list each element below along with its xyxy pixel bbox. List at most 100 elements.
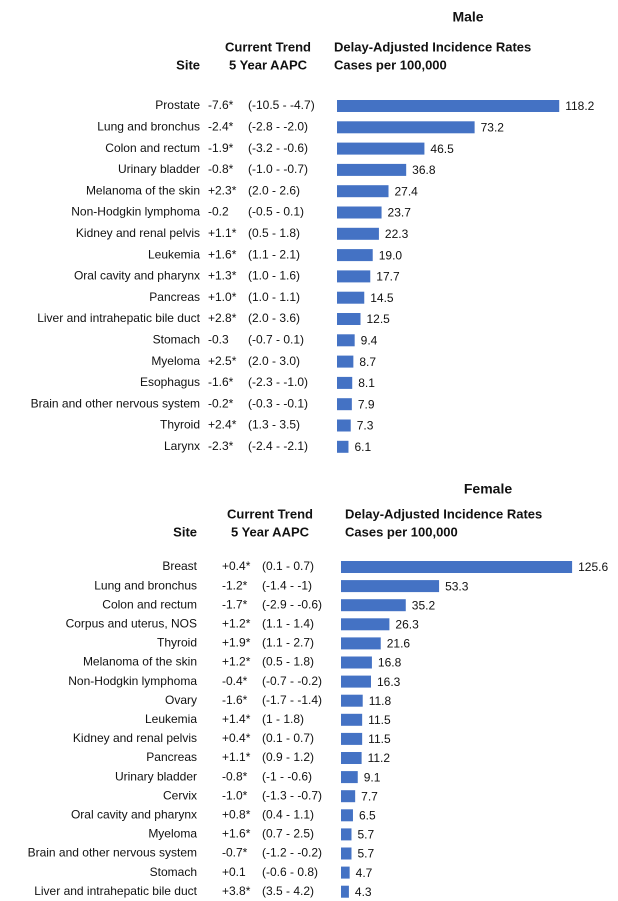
aapc: -2.4* bbox=[208, 119, 234, 133]
site-label: Melanoma of the skin bbox=[83, 655, 197, 669]
aapc-ci: (-2.9 - -0.6) bbox=[262, 597, 322, 611]
rate-header: Cases per 100,000 bbox=[345, 524, 458, 539]
aapc-ci: (-2.3 - -1.0) bbox=[248, 375, 308, 389]
aapc: +0.1 bbox=[222, 865, 246, 879]
aapc: +0.4* bbox=[222, 559, 251, 573]
aapc-ci: (2.0 - 3.6) bbox=[248, 311, 300, 325]
site-label: Larynx bbox=[164, 439, 200, 453]
bar bbox=[341, 809, 353, 822]
site-label: Oral cavity and pharynx bbox=[74, 269, 200, 283]
value-label: 8.7 bbox=[359, 355, 376, 369]
value-label: 73.2 bbox=[481, 120, 505, 134]
aapc-ci: (-0.7 - 0.1) bbox=[248, 332, 304, 346]
aapc: +1.1* bbox=[208, 226, 237, 240]
bar bbox=[341, 580, 440, 593]
value-label: 118.2 bbox=[565, 99, 594, 113]
aapc: +1.6* bbox=[208, 247, 237, 261]
bar bbox=[337, 206, 382, 219]
aapc-ci: (-0.6 - 0.8) bbox=[262, 865, 318, 879]
aapc-ci: (-1.7 - -1.4) bbox=[262, 693, 322, 707]
aapc-ci: (0.7 - 2.5) bbox=[262, 827, 314, 841]
site-label: Colon and rectum bbox=[102, 597, 197, 611]
aapc: -0.7* bbox=[222, 846, 248, 860]
aapc-ci: (1.1 - 2.1) bbox=[248, 247, 300, 261]
bar bbox=[341, 732, 363, 745]
value-label: 4.7 bbox=[356, 866, 373, 880]
aapc-ci: (0.4 - 1.1) bbox=[262, 807, 314, 821]
value-label: 5.7 bbox=[357, 828, 374, 842]
bar bbox=[341, 656, 372, 669]
chart-title: Female bbox=[464, 481, 512, 497]
value-label: 4.3 bbox=[355, 885, 372, 899]
trend-header: Current Trend bbox=[227, 506, 313, 521]
value-label: 7.7 bbox=[361, 789, 378, 803]
value-label: 22.3 bbox=[385, 227, 409, 241]
value-label: 6.1 bbox=[354, 440, 371, 454]
aapc-ci: (0.1 - 0.7) bbox=[262, 731, 314, 745]
site-label: Ovary bbox=[165, 693, 197, 707]
aapc: -1.2* bbox=[222, 578, 248, 592]
bar bbox=[341, 866, 350, 879]
bar bbox=[337, 270, 371, 283]
aapc-ci: (1.1 - 2.7) bbox=[262, 636, 314, 650]
aapc-ci: (1 - 1.8) bbox=[262, 712, 304, 726]
site-label: Urinary bladder bbox=[118, 162, 200, 176]
aapc: -1.7* bbox=[222, 597, 248, 611]
site-label: Leukemia bbox=[148, 247, 200, 261]
aapc: -0.2 bbox=[208, 205, 229, 219]
value-label: 26.3 bbox=[395, 617, 419, 631]
aapc-ci: (-1.4 - -1) bbox=[262, 578, 312, 592]
bar bbox=[341, 618, 390, 631]
value-label: 14.5 bbox=[370, 291, 394, 305]
aapc: +1.3* bbox=[208, 269, 237, 283]
bar bbox=[341, 561, 573, 573]
bar bbox=[337, 398, 352, 411]
aapc-ci: (-2.8 - -2.0) bbox=[248, 119, 308, 133]
trend-header: 5 Year AAPC bbox=[231, 524, 310, 539]
site-label: Pancreas bbox=[146, 750, 197, 764]
aapc-ci: (-0.5 - 0.1) bbox=[248, 205, 304, 219]
rate-header: Delay-Adjusted Incidence Rates bbox=[345, 506, 542, 521]
bar bbox=[341, 694, 363, 707]
site-label: Kidney and renal pelvis bbox=[73, 731, 197, 745]
bar bbox=[341, 847, 352, 860]
aapc: +2.4* bbox=[208, 418, 237, 432]
aapc-ci: (-10.5 - -4.7) bbox=[248, 98, 315, 112]
value-label: 11.8 bbox=[369, 694, 392, 708]
aapc: -0.2* bbox=[208, 396, 234, 410]
site-label: Breast bbox=[162, 559, 197, 573]
aapc-ci: (0.5 - 1.8) bbox=[262, 655, 314, 669]
site-label: Brain and other nervous system bbox=[28, 846, 197, 860]
aapc: -0.4* bbox=[222, 674, 248, 688]
bar bbox=[341, 713, 363, 726]
site-label: Esophagus bbox=[140, 375, 200, 389]
aapc: +2.8* bbox=[208, 311, 237, 325]
aapc-ci: (3.5 - 4.2) bbox=[262, 884, 314, 898]
value-label: 19.0 bbox=[379, 248, 403, 262]
aapc-ci: (1.0 - 1.6) bbox=[248, 269, 300, 283]
aapc-ci: (-0.3 - -0.1) bbox=[248, 396, 308, 410]
value-label: 11.2 bbox=[368, 751, 391, 765]
value-label: 6.5 bbox=[359, 808, 376, 822]
site-label: Stomach bbox=[150, 865, 197, 879]
aapc: -0.3 bbox=[208, 332, 229, 346]
value-label: 7.3 bbox=[357, 419, 374, 433]
aapc: -1.9* bbox=[208, 141, 234, 155]
aapc: +3.8* bbox=[222, 884, 251, 898]
bar bbox=[337, 440, 349, 453]
value-label: 53.3 bbox=[445, 579, 469, 593]
trend-header: 5 Year AAPC bbox=[229, 57, 308, 72]
site-label: Kidney and renal pelvis bbox=[76, 226, 200, 240]
site-label: Liver and intrahepatic bile duct bbox=[37, 311, 200, 325]
value-label: 16.8 bbox=[378, 656, 402, 670]
value-label: 9.4 bbox=[361, 333, 378, 347]
value-label: 17.7 bbox=[376, 270, 400, 284]
site-label: Thyroid bbox=[160, 418, 200, 432]
aapc: +1.4* bbox=[222, 712, 251, 726]
rate-header: Cases per 100,000 bbox=[334, 57, 447, 72]
site-header: Site bbox=[176, 57, 200, 72]
site-header: Site bbox=[173, 524, 197, 539]
aapc: +2.5* bbox=[208, 354, 237, 368]
